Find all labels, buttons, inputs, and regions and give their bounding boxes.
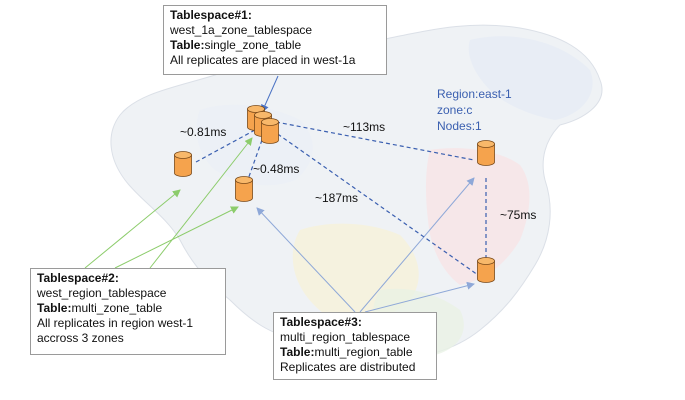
dash-west-down bbox=[245, 139, 263, 186]
latency-west-zone: ~0.81ms bbox=[180, 125, 227, 139]
ts1-arrow bbox=[261, 75, 279, 113]
ts2-name: west_region_tablespace bbox=[37, 286, 167, 300]
zone-label: zone:c bbox=[437, 103, 473, 117]
blue-arrow-3 bbox=[364, 281, 475, 313]
latency-west-near: ~0.48ms bbox=[253, 162, 300, 176]
ts3-note: Replicates are distributed bbox=[280, 360, 416, 374]
ts1-note: All replicates are placed in west-1a bbox=[170, 53, 356, 67]
blue-arrow-1 bbox=[256, 207, 356, 313]
green-arrow-3 bbox=[149, 137, 253, 269]
nodes-label: Nodes:1 bbox=[437, 119, 482, 133]
db-west-lower-cylinder-icon bbox=[235, 176, 253, 202]
region-info: Region:east-1 zone:c Nodes:1 bbox=[437, 86, 512, 134]
tablespace2-box: Tablespace#2: west_region_tablespace Tab… bbox=[30, 268, 226, 355]
dash-west-east-c bbox=[275, 121, 475, 161]
green-arrow-2 bbox=[114, 206, 239, 269]
db-east-far-cylinder-icon bbox=[477, 257, 495, 283]
ts2-table-val: multi_zone_table bbox=[71, 301, 163, 315]
blue-arrow-2 bbox=[359, 177, 475, 313]
db-east-c-cylinder-icon bbox=[477, 140, 495, 166]
db-west-left-cylinder-icon bbox=[174, 151, 192, 177]
ts2-note2: accross 3 zones bbox=[37, 331, 124, 345]
ts1-table-key: Table: bbox=[170, 38, 205, 52]
tablespace1-box: Tablespace#1: west_1a_zone_tablespace Ta… bbox=[163, 5, 387, 75]
region-label: Region:east-1 bbox=[437, 87, 512, 101]
ts2-heading: Tablespace#2: bbox=[37, 271, 119, 285]
ts1-heading: Tablespace#1: bbox=[170, 8, 252, 22]
latency-to-east-far: ~187ms bbox=[315, 191, 359, 205]
tablespace3-box: Tablespace#3: multi_region_tablespace Ta… bbox=[273, 312, 437, 380]
green-arrow-1 bbox=[84, 189, 181, 269]
ts1-table-val: single_zone_table bbox=[204, 38, 302, 52]
ts2-note1: All replicates in region west-1 bbox=[37, 316, 194, 330]
ts3-heading: Tablespace#3: bbox=[280, 315, 362, 329]
ts3-name: multi_region_tablespace bbox=[280, 330, 411, 344]
ts3-table-key: Table: bbox=[280, 345, 315, 359]
latency-to-east-c: ~113ms bbox=[343, 120, 386, 134]
ts2-table-key: Table: bbox=[37, 301, 72, 315]
ts1-name: west_1a_zone_tablespace bbox=[170, 23, 313, 37]
cylinders bbox=[174, 105, 495, 283]
latency-east-link: ~75ms bbox=[500, 208, 537, 222]
db-west-zone-a3-cylinder-icon bbox=[261, 118, 279, 144]
ts3-table-val: multi_region_table bbox=[314, 345, 413, 359]
